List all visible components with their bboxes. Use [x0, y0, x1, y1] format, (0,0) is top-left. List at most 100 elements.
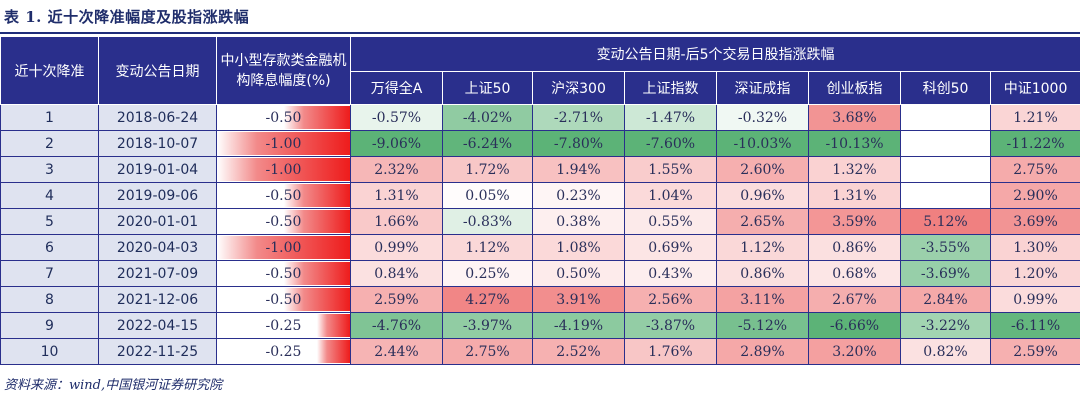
rate-cut-cell: -1.00: [216, 130, 351, 157]
rate-cut-bar: [316, 314, 350, 337]
table-row: 6 2020-04-03 -1.00 0.99% 1.12% 1.08% 0.69% 1.12…: [0, 234, 1080, 261]
index-change-cell: -9.06%: [350, 130, 443, 157]
index-change-cell: -0.32%: [716, 104, 809, 131]
row-index: 9: [0, 312, 99, 339]
index-change-cell: 1.04%: [624, 182, 717, 209]
rate-cut-bar: [283, 184, 350, 207]
index-change-cell: 0.55%: [624, 208, 717, 235]
rate-cut-cell: -0.25: [216, 338, 351, 365]
table-row: 9 2022-04-15 -0.25 -4.76% -3.97% -4.19% -3.87%…: [0, 312, 1080, 339]
announce-date: 2018-06-24: [98, 104, 217, 131]
title-rule: [0, 32, 1080, 34]
table-row: 3 2019-01-04 -1.00 2.32% 1.72% 1.94% 1.55% 2.60…: [0, 156, 1080, 183]
index-change-cell: -6.66%: [808, 312, 901, 339]
index-change-cell: 0.69%: [624, 234, 717, 261]
index-change-cell: 1.12%: [716, 234, 809, 261]
index-change-cell: 3.11%: [716, 286, 809, 313]
index-change-cell: -11.22%: [989, 130, 1080, 157]
index-change-cell: -6.11%: [989, 312, 1080, 339]
rate-cut-value: -0.50: [265, 213, 302, 230]
index-change-cell: 1.31%: [350, 182, 443, 209]
announce-date: 2022-04-15: [98, 312, 217, 339]
index-change-cell: 2.67%: [808, 286, 901, 313]
rate-cut-value: -0.50: [265, 187, 302, 204]
index-change-cell: 0.05%: [442, 182, 533, 209]
rate-cut-value: -0.25: [265, 343, 302, 360]
rate-cut-value: -0.25: [265, 317, 302, 334]
rate-cut-bar: [283, 210, 350, 233]
row-index: 10: [0, 338, 99, 365]
rate-cut-cell: -0.50: [216, 182, 351, 209]
index-change-cell: -3.55%: [900, 234, 991, 261]
index-change-cell: -3.22%: [900, 312, 991, 339]
index-change-cell: 2.90%: [989, 182, 1080, 209]
index-change-cell: 2.44%: [350, 338, 443, 365]
index-change-cell: 2.75%: [442, 338, 533, 365]
rate-cut-bar: [283, 106, 350, 129]
header-index-7: 中证1000: [989, 71, 1080, 105]
header-date: 变动公告日期: [98, 36, 217, 105]
index-change-cell: 1.66%: [350, 208, 443, 235]
table-row: 2 2018-10-07 -1.00 -9.06% -6.24% -7.80% -7.60%…: [0, 130, 1080, 157]
header-index-0: 万得全A: [350, 71, 443, 105]
header-index-6: 科创50: [900, 71, 991, 105]
rate-cut-bar: [217, 236, 350, 259]
index-change-cell: 0.82%: [900, 338, 991, 365]
rate-cut-value: -1.00: [265, 161, 302, 178]
table-row: 10 2022-11-25 -0.25 2.44% 2.75% 2.52% 1.76% 2.8…: [0, 338, 1080, 365]
index-change-cell: 2.59%: [989, 338, 1080, 365]
index-change-cell: 2.59%: [350, 286, 443, 313]
rate-cut-cell: -0.50: [216, 286, 351, 313]
index-change-cell: 1.30%: [989, 234, 1080, 261]
announce-date: 2020-04-03: [98, 234, 217, 261]
index-change-cell: 2.56%: [624, 286, 717, 313]
index-change-cell: -4.02%: [442, 104, 533, 131]
rate-cut-cell: -0.50: [216, 260, 351, 287]
index-change-cell: 2.89%: [716, 338, 809, 365]
row-index: 6: [0, 234, 99, 261]
index-change-cell: 1.31%: [808, 182, 901, 209]
rrr-cut-table: 近十次降准 变动公告日期 中小型存款类金融机构降息幅度(%) 变动公告日期-后5…: [0, 36, 1080, 365]
header-index-2: 沪深300: [532, 71, 625, 105]
table-title: 表 1. 近十次降准幅度及股指涨跌幅: [4, 8, 250, 26]
index-change-cell: 1.72%: [442, 156, 533, 183]
header-index-4: 深证成指: [716, 71, 809, 105]
index-change-cell: 0.99%: [350, 234, 443, 261]
row-index: 7: [0, 260, 99, 287]
index-change-cell: 1.12%: [442, 234, 533, 261]
table-row: 8 2021-12-06 -0.50 2.59% 4.27% 3.91% 2.56% 3.11…: [0, 286, 1080, 313]
index-change-cell: [900, 156, 991, 183]
header-index-1: 上证50: [442, 71, 533, 105]
index-change-cell: 0.96%: [716, 182, 809, 209]
announce-date: 2020-01-01: [98, 208, 217, 235]
index-change-cell: -5.12%: [716, 312, 809, 339]
index-change-cell: 0.38%: [532, 208, 625, 235]
rate-cut-value: -0.50: [265, 291, 302, 308]
index-change-cell: -7.60%: [624, 130, 717, 157]
index-change-cell: [900, 130, 991, 157]
index-change-cell: [900, 104, 991, 131]
row-index: 2: [0, 130, 99, 157]
announce-date: 2021-07-09: [98, 260, 217, 287]
index-change-cell: -3.69%: [900, 260, 991, 287]
table-row: 7 2021-07-09 -0.50 0.84% 0.25% 0.50% 0.43% 0.86…: [0, 260, 1080, 287]
rate-cut-cell: -1.00: [216, 156, 351, 183]
index-change-cell: 2.65%: [716, 208, 809, 235]
index-change-cell: 2.52%: [532, 338, 625, 365]
index-change-cell: -3.97%: [442, 312, 533, 339]
index-change-cell: 2.32%: [350, 156, 443, 183]
index-change-cell: 3.59%: [808, 208, 901, 235]
row-index: 4: [0, 182, 99, 209]
rate-cut-value: -0.50: [265, 265, 302, 282]
index-change-cell: -0.83%: [442, 208, 533, 235]
header-index: 近十次降准: [0, 36, 99, 105]
rate-cut-cell: -0.50: [216, 104, 351, 131]
announce-date: 2018-10-07: [98, 130, 217, 157]
announce-date: 2021-12-06: [98, 286, 217, 313]
rate-cut-cell: -0.50: [216, 208, 351, 235]
rate-cut-value: -1.00: [265, 135, 302, 152]
rate-cut-cell: -1.00: [216, 234, 351, 261]
header-rate: 中小型存款类金融机构降息幅度(%): [216, 36, 351, 105]
index-change-cell: 5.12%: [900, 208, 991, 235]
index-change-cell: 1.76%: [624, 338, 717, 365]
